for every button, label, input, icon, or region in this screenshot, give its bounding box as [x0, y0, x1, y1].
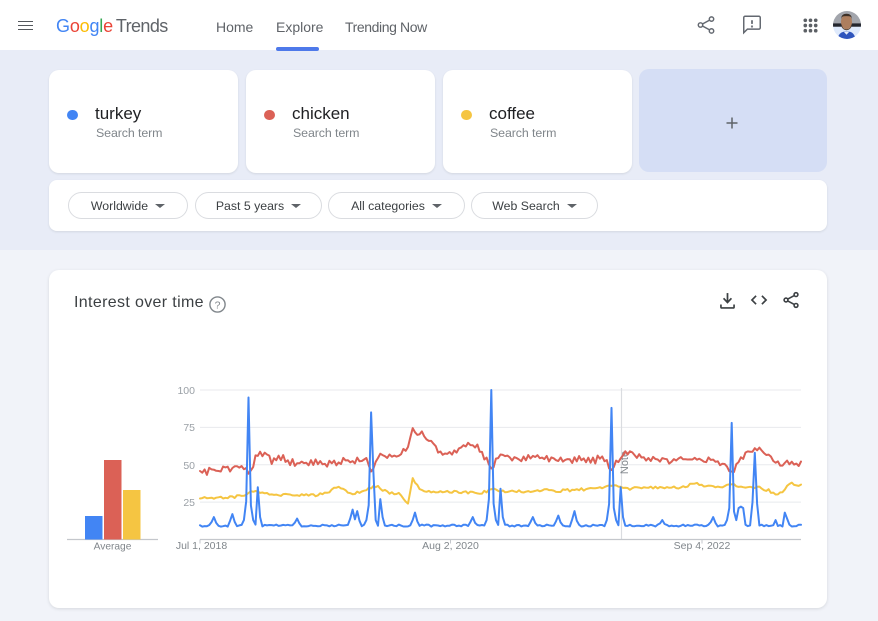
svg-text:100: 100 [177, 385, 195, 397]
svg-text:Average: Average [94, 542, 132, 553]
svg-text:Sep 4, 2022: Sep 4, 2022 [674, 540, 731, 552]
svg-text:25: 25 [183, 497, 195, 509]
svg-text:50: 50 [183, 460, 195, 472]
svg-text:75: 75 [183, 422, 195, 434]
svg-text:Aug 2, 2020: Aug 2, 2020 [422, 540, 479, 552]
svg-text:Note: Note [619, 451, 631, 474]
svg-text:Jul 1, 2018: Jul 1, 2018 [176, 540, 228, 552]
svg-text:?: ? [215, 299, 221, 311]
